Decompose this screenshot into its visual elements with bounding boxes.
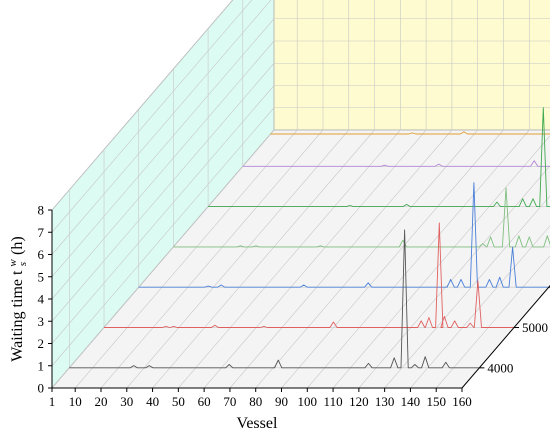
floor-grid-x: [229, 129, 453, 389]
floor-grid-x: [332, 135, 550, 389]
x-tick-label: 150: [426, 394, 446, 409]
side-wall-grid-y: [51, 40, 275, 300]
floor-grid-x: [435, 255, 550, 389]
floor-grid-x: [307, 129, 530, 389]
side-wall-grid-y: [51, 0, 272, 255]
x-tick-label: 140: [401, 394, 421, 409]
x-tick-label: 60: [198, 394, 211, 409]
chart-walls: [51, 0, 550, 390]
z-axis-line: [461, 284, 550, 389]
floor-grid-x: [126, 129, 350, 389]
x-tick-label: 120: [349, 394, 369, 409]
side-wall-grid-y: [51, 63, 275, 322]
chart-labels: 1 10 20 30 40 50 60 70 80 90 100 110 120 130 140 150 160…: [7, 203, 548, 433]
x-tick-label: 20: [94, 394, 107, 409]
floor-grid-x: [152, 129, 375, 389]
x-tick-label: 80: [249, 394, 262, 409]
x-tick-label: 90: [275, 394, 288, 409]
y-tick-label: 6: [38, 247, 45, 262]
z-tick-label: 5000: [522, 320, 548, 335]
side-wall-grid-y: [51, 85, 275, 344]
floor-grid-x: [358, 165, 550, 389]
y-tick-label: 7: [38, 225, 45, 240]
x-axis-title: Vessel: [237, 415, 278, 432]
floor-grid-x: [74, 129, 298, 389]
z-tick-label: 4000: [487, 360, 513, 375]
back-wall: [273, 0, 550, 131]
series-line-9000: [242, 160, 550, 167]
floor-grid-x: [281, 129, 504, 389]
y-tick-label: 8: [38, 203, 45, 218]
floor-grid-x: [384, 195, 550, 389]
floor-grid-x: [255, 129, 478, 389]
y-axis-title-sup: w: [7, 259, 19, 267]
x-tick-label: 50: [172, 394, 185, 409]
series-line-9800: [270, 131, 550, 135]
x-tick-label: 130: [375, 394, 395, 409]
y-tick-label: 3: [38, 314, 45, 329]
x-tick-label: 10: [69, 394, 82, 409]
x-tick-label: 30: [120, 394, 133, 409]
series-line-6000: [138, 182, 549, 288]
y-tick-label: 5: [38, 269, 45, 284]
side-wall-grid-y: [51, 107, 275, 366]
y-axis-title-unit: (h): [9, 236, 26, 259]
y-axis-title: Waiting time t ws (h): [7, 236, 29, 361]
x-tick-label: 100: [298, 394, 318, 409]
series-line-7000: [173, 187, 550, 248]
floor-grid-x: [100, 129, 324, 389]
series-line-4000: [69, 229, 480, 369]
y-tick-label: 1: [38, 358, 45, 373]
x-tick-label: 110: [324, 394, 343, 409]
chart-axes: [48, 209, 550, 392]
x-tick-label: 160: [452, 394, 472, 409]
x-tick-label: 70: [223, 394, 236, 409]
floor-grid-x: [410, 225, 550, 389]
series-line-5000: [104, 222, 514, 328]
y-tick-label: 0: [38, 381, 45, 396]
series-line-8000: [208, 107, 550, 208]
side-wall-grid-y: [51, 18, 275, 277]
x-tick-label: 1: [49, 394, 56, 409]
side-wall-grid-y: [51, 0, 253, 233]
x-tick-label: 40: [146, 394, 159, 409]
floor-grid-x: [178, 129, 401, 389]
y-axis-title-main: Waiting time t: [9, 267, 26, 362]
y-tick-label: 2: [38, 336, 45, 351]
y-axis-title-sub: s: [17, 262, 29, 266]
side-wall-grid-y: [51, 129, 275, 389]
floor-grid-x: [203, 129, 427, 389]
y-tick-label: 4: [38, 292, 45, 307]
chart-series: [69, 107, 550, 369]
side-wall-grid-y: [51, 0, 234, 211]
